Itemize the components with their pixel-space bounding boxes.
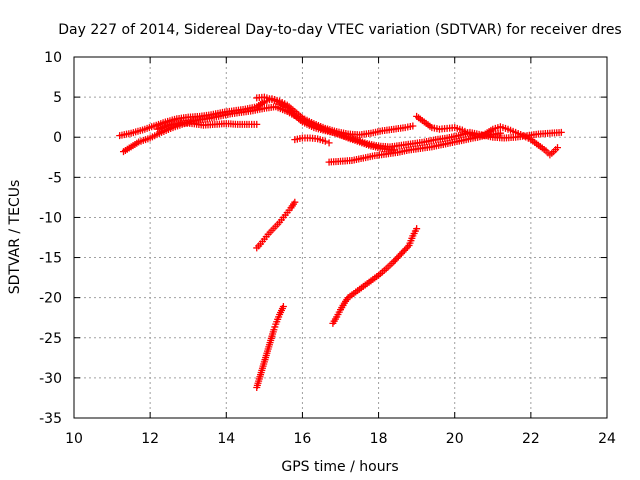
series-arc-e (291, 134, 333, 147)
chart-title: Day 227 of 2014, Sidereal Day-to-day VTE… (58, 22, 621, 38)
y-tick-label: -5 (48, 170, 62, 186)
data-point (288, 108, 296, 116)
data-point (289, 110, 297, 118)
x-tick-label: 14 (217, 431, 235, 447)
data-point (279, 302, 287, 310)
y-tick-label: -35 (39, 411, 62, 427)
x-tick-label: 12 (141, 431, 159, 447)
data-point (391, 256, 399, 264)
data-point (286, 107, 294, 115)
x-tick-label: 10 (65, 431, 83, 447)
series-arc-c (154, 119, 261, 133)
data-point (397, 250, 405, 258)
data-point (409, 122, 417, 130)
data-point (404, 243, 412, 251)
data-point (554, 144, 562, 152)
series-arc-d (253, 93, 398, 154)
y-tick-label: 5 (53, 90, 62, 106)
data-point (400, 246, 408, 254)
plot-frame (73, 56, 608, 419)
x-axis-label: GPS time / hours (281, 459, 398, 475)
y-tick-label: -30 (39, 371, 62, 387)
data-point (396, 251, 404, 259)
data-point (390, 258, 398, 266)
data-point (283, 104, 291, 112)
x-tick-label: 22 (522, 431, 540, 447)
y-tick-label: -20 (39, 291, 62, 307)
data-point (253, 120, 261, 128)
data-point (393, 254, 401, 262)
data-point (402, 245, 410, 253)
series-arc-g (413, 112, 562, 159)
data-point (413, 225, 421, 233)
x-tick-label: 24 (598, 431, 616, 447)
data-series (116, 93, 565, 392)
x-tick-label: 18 (370, 431, 388, 447)
series-arc-i (253, 302, 287, 392)
data-point (557, 128, 565, 136)
y-tick-label: 10 (44, 50, 62, 66)
data-point (291, 198, 299, 206)
y-tick-label: -15 (39, 251, 62, 267)
y-axis-label: SDTVAR / TECUs (7, 180, 23, 295)
y-tick-label: -10 (39, 210, 62, 226)
data-point (394, 253, 402, 261)
axis-ticks: 10 12 14 16 18 20 22 24 10 5 0 -5 -10 -15 -20 -25 -30 -35 (39, 50, 616, 447)
data-point (285, 105, 293, 113)
series-arc-j (329, 225, 421, 327)
x-tick-label: 16 (294, 431, 312, 447)
series-arc-h (253, 198, 299, 252)
data-point (496, 129, 504, 137)
data-point (321, 137, 329, 145)
y-tick-label: 0 (53, 130, 62, 146)
data-point (325, 139, 333, 147)
data-point (399, 248, 407, 256)
grid (74, 57, 607, 418)
y-tick-label: -25 (39, 331, 62, 347)
x-tick-label: 20 (446, 431, 464, 447)
